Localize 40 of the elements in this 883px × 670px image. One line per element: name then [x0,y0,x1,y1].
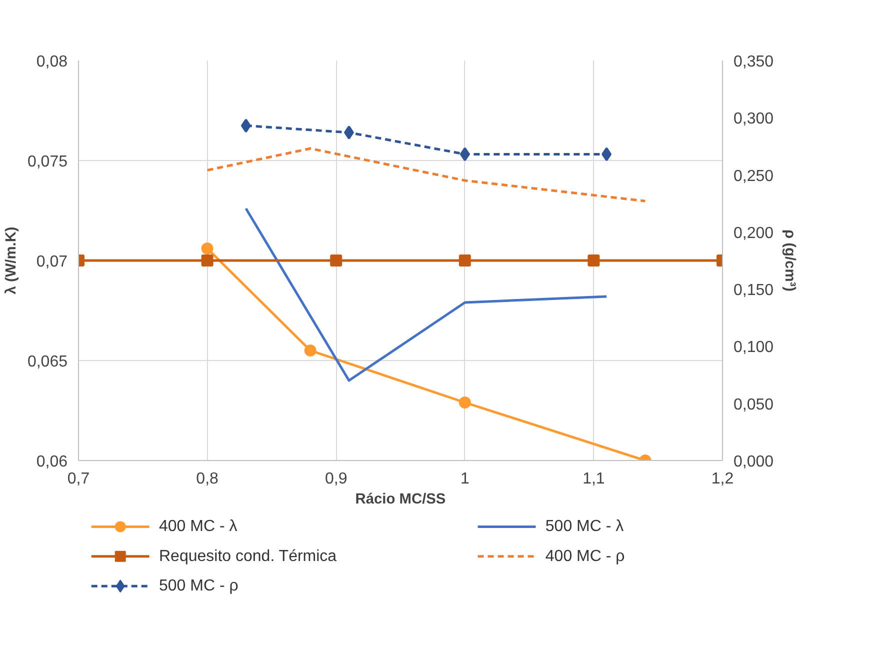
point [240,118,251,133]
y2-axis-title: ρ (g/cm³) [782,230,798,292]
y2-tick-label: 0,000 [734,454,774,470]
point [201,254,214,266]
y-axis-title: λ (W/m.K) [3,226,20,294]
y-tick-label: 0,07 [36,254,68,270]
legend-label: 500 MC - ρ [159,578,238,595]
y2-tick-label: 0,150 [734,282,774,300]
y2-tick-label: 0,100 [734,339,774,356]
point [458,254,471,266]
point [460,147,470,162]
x-tick-label: 0,7 [67,470,90,488]
legend-label: 500 MC - λ [545,518,624,536]
line-series [244,207,608,382]
point [602,147,612,162]
line-series [206,147,646,202]
y2-tick-label: 0,050 [734,396,774,414]
x-axis-title: Rácio MC/SS [355,492,446,508]
y-tick-label: 0,065 [27,354,68,370]
y2-tick-label: 0,250 [734,168,774,185]
y2-tick-label: 0,350 [734,54,774,70]
y2-tick-label: 0,200 [734,224,774,242]
legend-label: Requesito cond. Térmica [159,548,337,565]
x-tick-label: 0,9 [324,470,348,488]
legend-label: 400 MC - λ [159,518,238,536]
point [304,344,316,356]
y2-tick-label: 0,300 [734,110,774,128]
x-tick-label: 0,8 [196,470,219,488]
x-tick-label: 1 [460,470,470,488]
point [344,126,354,140]
point [588,254,600,266]
x-tick-label: 1,1 [582,470,605,488]
point [458,396,471,408]
y-tick-label: 0,08 [36,54,68,70]
x-tick-label: 1,2 [711,470,734,488]
point [201,242,214,254]
y-tick-label: 0,075 [27,154,68,170]
legend-label: 400 MC - ρ [545,548,625,565]
point [330,254,342,266]
y-tick-label: 0,06 [36,454,68,470]
